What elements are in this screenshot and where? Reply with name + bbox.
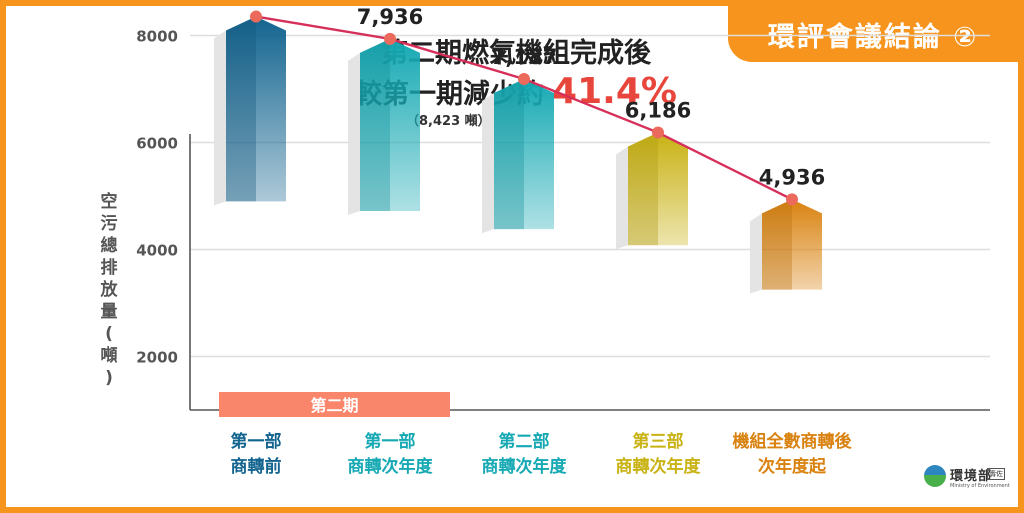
category-label-1-line2: 商轉次年度 bbox=[348, 456, 434, 477]
category-label-2-line1: 第二部 bbox=[499, 431, 550, 452]
ministry-logo-mark-icon bbox=[924, 465, 946, 487]
value-label-0: 8,354 bbox=[223, 6, 289, 7]
value-label-2: 7,187 bbox=[491, 45, 557, 69]
category-label-4-line1: 機組全數商轉後 bbox=[733, 431, 853, 452]
ministry-logo-sub: Ministry of Environment bbox=[950, 483, 1010, 489]
group-label: 第二期 bbox=[310, 396, 358, 415]
ministry-logo: 環境部 壽佐 Ministry of Environment bbox=[924, 459, 1010, 493]
value-label-3: 6,186 bbox=[625, 99, 691, 123]
category-label-2-line2: 商轉次年度 bbox=[482, 456, 568, 477]
point-3 bbox=[652, 126, 664, 139]
category-label-0-line2: 商轉前 bbox=[231, 456, 282, 477]
point-1 bbox=[384, 32, 396, 45]
y-tick-label-8000: 8000 bbox=[136, 28, 178, 46]
group-bar bbox=[219, 392, 450, 417]
ministry-logo-name: 環境部 bbox=[950, 469, 993, 484]
point-2 bbox=[518, 72, 530, 85]
reduction-percent: 41.4% bbox=[552, 71, 677, 112]
bar-3 bbox=[628, 132, 688, 246]
point-0 bbox=[250, 10, 262, 23]
reduction-note: （8,423 噸） bbox=[406, 114, 491, 129]
bar-4 bbox=[762, 199, 822, 290]
category-label-3-line2: 商轉次年度 bbox=[616, 456, 702, 477]
bar-facet-3 bbox=[628, 132, 658, 246]
y-axis-title: 空污總排放量(噸) bbox=[100, 192, 118, 388]
bar-facet-4 bbox=[762, 199, 792, 290]
value-label-1: 7,936 bbox=[357, 6, 423, 29]
y-tick-label-4000: 4000 bbox=[136, 242, 178, 260]
point-4 bbox=[786, 193, 798, 206]
bar-facet-0 bbox=[226, 16, 256, 202]
bar-facet-2 bbox=[494, 78, 524, 230]
value-label-4: 4,936 bbox=[759, 165, 825, 189]
emissions-chart: 2000400060008000100008,3547,9367,1876,18… bbox=[136, 6, 990, 477]
conclusion-badge: 環評會議結論 ② bbox=[728, 6, 1018, 62]
category-label-4-line2: 次年度起 bbox=[758, 456, 827, 477]
y-tick-label-6000: 6000 bbox=[136, 135, 178, 153]
bar-1 bbox=[360, 38, 420, 211]
category-label-1-line1: 第一部 bbox=[365, 431, 416, 452]
bar-shadow-1 bbox=[348, 52, 360, 215]
y-tick-label-2000: 2000 bbox=[136, 349, 178, 367]
headline-line1: 第二期燃氣機組完成後 bbox=[381, 38, 651, 69]
bar-shadow-3 bbox=[616, 146, 628, 250]
bar-facet-1 bbox=[360, 38, 390, 211]
bar-2 bbox=[494, 78, 554, 230]
category-label-3-line1: 第三部 bbox=[633, 431, 684, 452]
ministry-logo-box: 壽佐 bbox=[987, 468, 1005, 480]
bar-shadow-0 bbox=[214, 30, 226, 206]
bar-shadow-4 bbox=[750, 213, 762, 294]
bar-shadow-2 bbox=[482, 92, 494, 234]
category-label-0-line1: 第一部 bbox=[231, 431, 282, 452]
bar-0 bbox=[226, 16, 286, 202]
